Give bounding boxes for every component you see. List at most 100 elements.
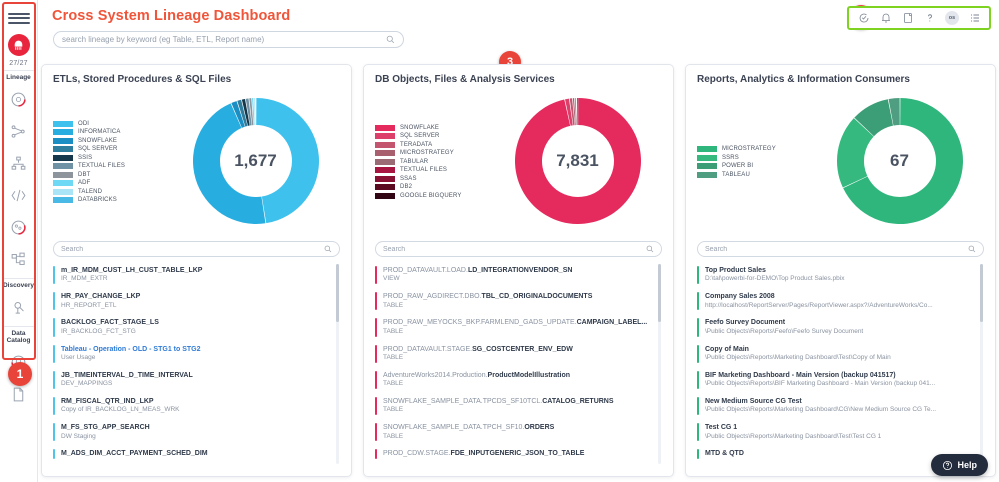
item-list-1[interactable]: PROD_DATAVAULT.LOAD.LD_INTEGRATIONVENDOR…	[375, 262, 662, 467]
item-list-0[interactable]: m_IR_MDM_CUST_LH_CUST_TABLE_LKP IR_MDM_EX…	[53, 262, 340, 467]
legend-item[interactable]: TABULAR	[375, 158, 493, 165]
donut-slice[interactable]	[230, 101, 245, 128]
donut-slice[interactable]	[576, 98, 578, 126]
scrollbar-thumb[interactable]	[980, 264, 983, 322]
legend-item[interactable]: TEXTUAL FILES	[375, 167, 493, 174]
card-search-input[interactable]	[61, 245, 324, 253]
list-item[interactable]: m_IR_MDM_CUST_LH_CUST_TABLE_LKP IR_MDM_EX…	[53, 262, 332, 288]
donut-slice[interactable]	[251, 98, 254, 126]
legend-item[interactable]: TEXTUAL FILES	[53, 163, 171, 169]
donut-slice[interactable]	[577, 98, 578, 126]
legend-item[interactable]: MICROSTRATEGY	[375, 150, 493, 157]
list-item[interactable]: HR_PAY_CHANGE_LKP HR_REPORT_ETL	[53, 288, 332, 314]
donut-chart-2[interactable]: 67	[834, 95, 966, 227]
list-item[interactable]: Test CG 1 \Public Objects\Reports\Marketi…	[697, 419, 976, 445]
discovery-magnify-icon[interactable]	[6, 294, 32, 320]
list-item[interactable]: Company Sales 2008 http://localhost/Repor…	[697, 288, 976, 314]
history-check-icon[interactable]	[857, 12, 870, 25]
list-item[interactable]: M_ADS_DIM_ACCT_PAYMENT_SCHED_DIM	[53, 445, 332, 462]
donut-slice[interactable]	[192, 103, 265, 225]
legend-item[interactable]: GOOGLE BIGQUERY	[375, 192, 493, 199]
donut-slice[interactable]	[842, 98, 963, 224]
donut-slice[interactable]	[572, 98, 576, 126]
search-icon[interactable]	[968, 245, 976, 253]
list-item[interactable]: SNOWFLAKE_SAMPLE_DATA.TPCH_SF10.ORDERS TA…	[375, 419, 654, 445]
legend-item[interactable]: POWER BI	[697, 163, 815, 169]
item-list-2[interactable]: Top Product Sales D:\tal\powerbi-for-DEMO…	[697, 262, 984, 467]
help-button[interactable]: Help	[931, 454, 988, 476]
list-item[interactable]: PROD_RAW_AGDIRECT.DBO.TBL_CD_ORIGINALDOC…	[375, 288, 654, 314]
donut-slice[interactable]	[248, 98, 253, 126]
card-search-0[interactable]	[53, 241, 340, 257]
search-icon[interactable]	[646, 245, 654, 253]
scrollbar-thumb[interactable]	[336, 264, 339, 322]
legend-item[interactable]: DBT	[53, 171, 171, 178]
list-item[interactable]: M_FS_STG_APP_SEARCH DW Staging	[53, 419, 332, 445]
card-search-input[interactable]	[705, 245, 968, 253]
donut-slice[interactable]	[836, 118, 874, 188]
avatar[interactable]: os	[945, 11, 959, 25]
donut-slice[interactable]	[575, 98, 577, 126]
legend-item[interactable]: SNOWFLAKE	[375, 124, 493, 131]
list-item[interactable]: RM_FISCAL_QTR_IND_LKP Copy of IR_BACKLOG_…	[53, 393, 332, 419]
note-icon[interactable]	[901, 12, 914, 25]
code-lineage-icon[interactable]	[6, 182, 32, 208]
list-item[interactable]: BIF Marketing Dashboard - Main Version (…	[697, 367, 976, 393]
list-item[interactable]: PROD_CDW.STAGE.FDE_INPUTGENERIC_JSON_TO_…	[375, 445, 654, 462]
donut-chart-0[interactable]: 1,677	[190, 95, 322, 227]
legend-item[interactable]: SQL SERVER	[375, 133, 493, 140]
legend-item[interactable]: ODI	[53, 120, 171, 127]
list-item[interactable]: Tableau - Operation - OLD - STG1 to STG2…	[53, 341, 332, 367]
list-item[interactable]: Top Product Sales D:\tal\powerbi-for-DEMO…	[697, 262, 976, 288]
hierarchy-tree-icon[interactable]	[6, 150, 32, 176]
legend-item[interactable]: TALEND	[53, 188, 171, 195]
list-item[interactable]: PROD_DATAVAULT.STAGE.SG_COSTCENTER_ENV_E…	[375, 341, 654, 367]
list-item[interactable]: MTD & QTD	[697, 445, 976, 462]
legend-item[interactable]: TERADATA	[375, 141, 493, 148]
legend-item[interactable]: SNOWFLAKE	[53, 137, 171, 144]
legend-item[interactable]: SSIS	[53, 154, 171, 161]
module-map-icon[interactable]	[6, 246, 32, 272]
legend-item[interactable]: DATABRICKS	[53, 197, 171, 203]
donut-slice[interactable]	[236, 99, 247, 127]
legend-item[interactable]: TABLEAU	[697, 171, 815, 178]
global-search-bar[interactable]	[53, 31, 404, 48]
list-item[interactable]: PROD_DATAVAULT.LOAD.LD_INTEGRATIONVENDOR…	[375, 262, 654, 288]
scrollbar-thumb[interactable]	[658, 264, 661, 322]
donut-slice[interactable]	[241, 98, 250, 126]
hamburger-menu-icon[interactable]	[7, 10, 30, 26]
donut-slice[interactable]	[888, 98, 900, 126]
node-graph-icon[interactable]	[6, 118, 32, 144]
list-item[interactable]: AdventureWorks2014.Production.ProductMod…	[375, 367, 654, 393]
search-icon[interactable]	[324, 245, 332, 253]
card-search-2[interactable]	[697, 241, 984, 257]
legend-item[interactable]: ADF	[53, 180, 171, 186]
impact-analysis-icon[interactable]	[6, 214, 32, 240]
donut-slice[interactable]	[564, 98, 573, 126]
donut-slice[interactable]	[253, 98, 255, 126]
list-menu-icon[interactable]	[968, 12, 981, 25]
legend-item[interactable]: SQL SERVER	[53, 146, 171, 152]
donut-chart-1[interactable]: 7,831	[512, 95, 644, 227]
legend-item[interactable]: SSRS	[697, 154, 815, 161]
list-item[interactable]: Feefo Survey Document \Public Objects\Rep…	[697, 314, 976, 340]
donut-slice[interactable]	[853, 99, 893, 137]
card-search-1[interactable]	[375, 241, 662, 257]
question-mark-icon[interactable]	[923, 12, 936, 25]
donut-slice[interactable]	[569, 98, 575, 126]
list-item[interactable]: BACKLOG_FACT_STAGE_LS IR_BACKLOG_FCT_STG	[53, 314, 332, 340]
donut-slice[interactable]	[255, 98, 319, 224]
document-page-icon[interactable]	[6, 381, 32, 407]
global-search-input[interactable]	[62, 35, 386, 44]
list-item[interactable]: New Medium Source CG Test \Public Objects…	[697, 393, 976, 419]
donut-slice[interactable]	[574, 98, 577, 126]
legend-item[interactable]: SSAS	[375, 175, 493, 182]
donut-slice[interactable]	[245, 98, 252, 126]
legend-item[interactable]: MICROSTRATEGY	[697, 146, 815, 152]
donut-slice[interactable]	[514, 98, 641, 224]
legend-item[interactable]: INFORMATICA	[53, 129, 171, 135]
lineage-overview-icon[interactable]	[6, 86, 32, 112]
list-item[interactable]: JB_TIMEINTERVAL_D_TIME_INTERVAL DEV_MAPPI…	[53, 367, 332, 393]
card-search-input[interactable]	[383, 245, 646, 253]
list-item[interactable]: SNOWFLAKE_SAMPLE_DATA.TPCDS_SF10TCL.CATA…	[375, 393, 654, 419]
